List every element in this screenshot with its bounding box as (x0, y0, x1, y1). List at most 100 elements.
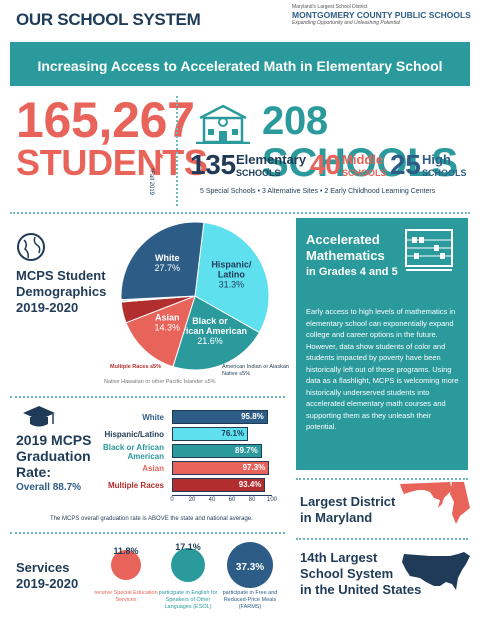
banner-title: Increasing Access to Accelerated Math in… (37, 58, 443, 74)
services-title-line2: 2019-2020 (16, 576, 79, 591)
fourteenth-line2: School System (300, 566, 394, 581)
bar: 89.7% (172, 444, 262, 458)
bar-category-label: Asian (142, 464, 164, 473)
mcps-logo: Maryland's Largest School District MONTG… (292, 4, 472, 26)
service-description: participate in English for Speakers of O… (158, 590, 218, 610)
middle-sub: SCHOOLS (342, 168, 387, 178)
accelerated-math-panel: Accelerated Mathematics in Grades 4 and … (296, 218, 468, 470)
other-schools: 5 Special Schools • 3 Alternative Sites … (200, 188, 436, 195)
x-tick-label: 60 (228, 497, 236, 503)
divider (296, 538, 468, 540)
x-tick-label: 20 (188, 497, 196, 503)
usa-map-icon (400, 546, 472, 601)
logo-tagline-top: Maryland's Largest School District (292, 4, 368, 10)
service-value: 11.8% (113, 546, 139, 556)
bar-value-label: 95.8% (241, 412, 264, 421)
service-value: 17.1% (175, 542, 201, 552)
demographics-pie-chart: Hispanic/Latino 31.3% Black or African Amer… (120, 221, 270, 371)
service-circle (111, 550, 141, 580)
note-pacific: Native Hawaiian or other Pacific Islande… (104, 379, 216, 385)
logo-name: MONTGOMERY COUNTY PUBLIC SCHOOLS (292, 10, 471, 20)
bar: 93.4% (172, 478, 266, 492)
bar-category-label: White (142, 413, 164, 422)
bar-value-label: 93.4% (238, 480, 262, 489)
fourteenth-largest: 14th Largest School System in the United… (300, 550, 421, 598)
abacus-icon (404, 228, 454, 277)
pie-slice-label: White 27.7% (154, 253, 180, 273)
section-title: OUR SCHOOL SYSTEM (16, 10, 201, 29)
x-tick-label: 100 (266, 497, 277, 503)
school-total: 208 SCHOOLS (262, 99, 458, 185)
accelerated-title-line2: Mathematics (306, 248, 385, 263)
bar-value-label: 76.1% (221, 429, 245, 438)
students-asterisk: * (158, 150, 164, 166)
divider (10, 212, 470, 214)
pie-slice-label: Hispanic/Latino 31.3% (211, 260, 252, 290)
bar-value-label: 89.7% (235, 446, 258, 455)
middle-label: Middle (342, 152, 384, 167)
x-axis (172, 495, 272, 496)
demographics-title: MCPS Student Demographics 2019-2020 (16, 268, 106, 316)
divider (296, 478, 468, 480)
accelerated-body: Early access to high levels of mathemati… (306, 307, 459, 431)
bar: 95.8% (172, 410, 268, 424)
divider (176, 96, 178, 206)
pie-slice (125, 295, 196, 368)
high-label: High (422, 152, 451, 167)
service-description: receive Special Education Services (94, 590, 158, 603)
student-count: 165,267 (16, 92, 195, 148)
graduation-title-line1: 2019 MCPS (16, 432, 92, 448)
graduation-bar-chart: White 95.8% Hispanic/Latino 76.1% Black or A… (80, 404, 280, 516)
graduation-title-line2: Graduation (16, 448, 91, 464)
graduation-title: 2019 MCPS Graduation Rate: (16, 432, 91, 480)
x-tick-label: 0 (170, 497, 174, 503)
bar-category-label: Black or African American (102, 443, 164, 461)
middle-count: 40 (310, 149, 341, 180)
note-native: American Indian or Alaskan Native ≤5% (222, 364, 289, 377)
graduation-overall: Overall 88.7% (16, 482, 82, 493)
demographics-title-line2: Demographics (16, 284, 107, 299)
accelerated-title: Accelerated Mathematics in Grades 4 and … (306, 232, 398, 280)
bar: 97.3% (172, 461, 270, 475)
divider (10, 532, 285, 534)
elementary-label: Elementary (236, 152, 307, 167)
demographics-title-line1: MCPS Student (16, 268, 106, 283)
service-circle (227, 542, 273, 588)
maryland-map-icon (398, 478, 472, 535)
logo-tagline-bottom: Expanding Opportunity and Unleashing Pot… (292, 20, 400, 26)
services-title: Services 2019-2020 (16, 560, 78, 592)
high-sub: SCHOOLS (422, 168, 467, 178)
high-count: 25 (390, 149, 421, 180)
globe-icon (16, 232, 46, 267)
elementary-count: 135 (190, 149, 236, 180)
largest-district: Largest District in Maryland (300, 494, 395, 526)
fourteenth-line3: in the United States (300, 582, 422, 597)
pie-slice (120, 221, 205, 301)
service-description: participate in Free and Reduced-Price Me… (222, 590, 278, 610)
largest-line2: in Maryland (300, 510, 373, 525)
bar: 76.1% (172, 427, 249, 441)
divider (10, 396, 285, 398)
x-tick-label: 80 (248, 497, 256, 503)
bar-category-label: Multiple Races (107, 481, 164, 490)
note-multiple-races: Multiple Races ≤5% (110, 364, 162, 370)
students-note: *Fall 2019 (148, 168, 154, 196)
accelerated-title-line3: in Grades 4 and 5 (306, 266, 398, 278)
pie-slice-label: Black or African American 21.6% (173, 316, 247, 346)
accelerated-title-line1: Accelerated (306, 232, 380, 247)
services-title-line1: Services (16, 560, 70, 575)
service-value: 37.3% (235, 562, 265, 573)
school-building-icon (194, 102, 252, 149)
graduation-note: The MCPS overall graduation rate is ABOV… (50, 516, 253, 522)
bar-category-label: Hispanic/Latino (104, 430, 164, 439)
graduation-title-line3: Rate: (16, 464, 52, 480)
title-banner: Increasing Access to Accelerated Math in… (10, 42, 470, 86)
fourteenth-line1: 14th Largest (300, 550, 378, 565)
demographics-title-line3: 2019-2020 (16, 300, 79, 315)
pie-slice (194, 221, 270, 334)
graduation-cap-icon (22, 404, 56, 435)
services-list: 11.8% receive Special Education Services 1… (94, 538, 286, 618)
largest-line1: Largest District (300, 494, 396, 509)
service-circle (171, 548, 205, 582)
students-label: STUDENTS (16, 142, 208, 183)
